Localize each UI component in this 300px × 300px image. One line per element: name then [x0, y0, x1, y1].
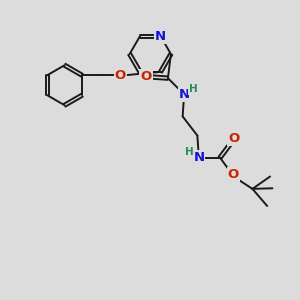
Text: O: O: [115, 69, 126, 82]
Text: O: O: [140, 70, 152, 83]
Text: O: O: [228, 168, 239, 181]
Text: N: N: [178, 88, 190, 101]
Text: O: O: [229, 132, 240, 145]
Text: H: H: [185, 147, 194, 158]
Text: N: N: [193, 151, 204, 164]
Text: H: H: [189, 84, 198, 94]
Text: N: N: [155, 30, 166, 43]
